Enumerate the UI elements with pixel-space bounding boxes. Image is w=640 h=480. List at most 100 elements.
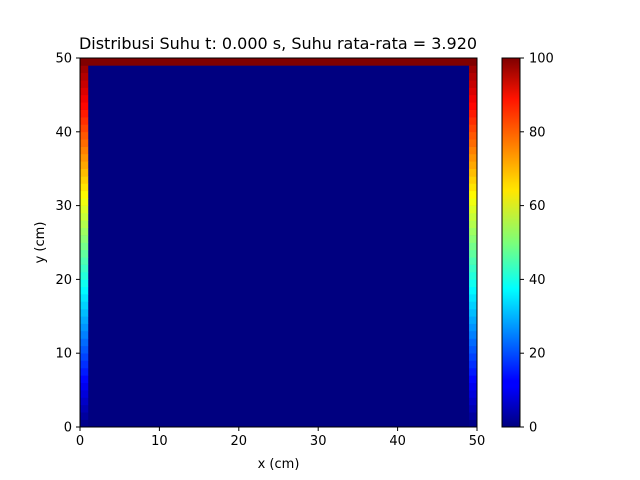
heatmap-cell-right-edge — [469, 249, 478, 258]
x-axis-label: x (cm) — [258, 457, 300, 472]
heatmap-cell-right-edge — [469, 139, 478, 147]
heatmap-cell-left-edge — [80, 323, 89, 332]
heatmap-cell-left-edge — [80, 367, 89, 376]
x-tick-label: 30 — [310, 434, 327, 449]
heatmap-cell-left-edge — [80, 117, 89, 125]
heatmap-cell-left-edge — [80, 272, 89, 280]
heatmap-cell-left-edge — [80, 183, 89, 192]
heatmap-cell-right-edge — [469, 227, 478, 236]
y-axis-label: y (cm) — [33, 222, 48, 264]
heatmap-cell-left-edge — [80, 412, 89, 420]
heatmap-cell-right-edge — [469, 353, 478, 361]
heatmap-cell-right-edge — [469, 80, 478, 88]
heatmap-cell-left-edge — [80, 168, 89, 177]
heatmap-cell-right-edge — [469, 212, 478, 221]
heatmap-cell-right-edge — [469, 190, 478, 199]
heatmap-cell-right-edge — [469, 382, 478, 391]
y-tick-label: 40 — [55, 125, 72, 140]
heatmap-cell-left-edge — [80, 257, 89, 265]
heatmap-cell-left-edge — [80, 87, 89, 96]
heatmap-cell-left-edge — [80, 404, 89, 413]
heatmap-cell-left-edge — [80, 124, 89, 133]
heatmap-cell-right-edge — [469, 161, 478, 169]
heatmap-cells — [80, 58, 478, 428]
heatmap-cell-right-edge — [469, 168, 478, 177]
heatmap-cell-left-edge — [80, 345, 89, 354]
plot-frame — [79, 57, 478, 428]
heatmap-cell-right-edge — [469, 109, 478, 118]
heatmap-cell-left-edge — [80, 235, 89, 243]
colorbar — [501, 57, 521, 428]
heatmap-cell-right-edge — [469, 117, 478, 125]
heatmap-cell-left-edge — [80, 353, 89, 361]
heatmap-cell-left-edge — [80, 419, 89, 428]
heatmap-cell-left-edge — [80, 249, 89, 258]
colorbar-tick-label: 60 — [529, 199, 546, 214]
x-tick-label: 50 — [469, 434, 486, 449]
heatmap-cell-left-edge — [80, 212, 89, 221]
y-axis-ticks: 0 10 20 30 40 50 — [55, 52, 80, 436]
heatmap-cell-left-edge — [80, 279, 89, 288]
heatmap-cell-right-edge — [469, 316, 478, 324]
heatmap-cell-left-edge — [80, 198, 89, 206]
heatmap-cell-left-edge — [80, 242, 89, 251]
y-tick-label: 20 — [55, 273, 72, 288]
colorbar-tick-label: 80 — [529, 125, 546, 140]
heatmap-cell-right-edge — [469, 323, 478, 332]
heatmap-cell-right-edge — [469, 198, 478, 206]
heatmap-cell-right-edge — [469, 331, 478, 339]
heatmap-cell-left-edge — [80, 80, 89, 88]
heatmap-cell-right-edge — [469, 131, 478, 140]
colorbar-tick-label: 20 — [529, 347, 546, 362]
y-tick-label: 50 — [55, 52, 72, 67]
heatmap-cell-left-edge — [80, 102, 89, 110]
heatmap-cell-left-edge — [80, 360, 89, 369]
heatmap-cell-right-edge — [469, 220, 478, 229]
heatmap-cell-right-edge — [469, 308, 478, 317]
heatmap-cell-right-edge — [469, 176, 478, 184]
heatmap-cell-right-edge — [469, 87, 478, 96]
heatmap-cell-right-edge — [469, 419, 478, 428]
heatmap-cell-right-edge — [469, 412, 478, 420]
heatmap-cell-left-edge — [80, 205, 89, 214]
heatmap-cell-left-edge — [80, 301, 89, 310]
colorbar-tick-label: 40 — [529, 273, 546, 288]
heatmap-cell-right-edge — [469, 338, 478, 347]
x-axis-ticks: 0 10 20 30 40 50 — [76, 427, 485, 449]
colorbar-tick-label: 100 — [529, 52, 554, 67]
heatmap-cell-left-edge — [80, 176, 89, 184]
heatmap-cell-left-edge — [80, 338, 89, 347]
heatmap-cell-left-edge — [80, 131, 89, 140]
heatmap-cell-right-edge — [469, 279, 478, 288]
heatmap-cell-right-edge — [469, 294, 478, 302]
heatmap-cell-right-edge — [469, 301, 478, 310]
heatmap-cell-left-edge — [80, 397, 89, 406]
heatmap-cell-left-edge — [80, 294, 89, 302]
heatmap-cell-left-edge — [80, 264, 89, 273]
heatmap-cell-right-edge — [469, 153, 478, 162]
heatmap-cell-right-edge — [469, 102, 478, 110]
heatmap-cell-left-edge — [80, 382, 89, 391]
x-tick-label: 10 — [151, 434, 168, 449]
heatmap-cell-right-edge — [469, 72, 478, 81]
heatmap-cell-right-edge — [469, 397, 478, 406]
heatmap-cell-right-edge — [469, 257, 478, 265]
x-tick-label: 40 — [389, 434, 406, 449]
heatmap-cell-left-edge — [80, 190, 89, 199]
x-tick-label: 0 — [76, 434, 84, 449]
heatmap-interior — [80, 58, 477, 427]
heatmap-top-edge — [80, 58, 477, 66]
heatmap-cell-right-edge — [469, 367, 478, 376]
heatmap-cell-left-edge — [80, 109, 89, 118]
heatmap-cell-left-edge — [80, 316, 89, 324]
heatmap-cell-right-edge — [469, 264, 478, 273]
heatmap-cell-right-edge — [469, 272, 478, 280]
heatmap-cell-right-edge — [469, 286, 478, 295]
y-tick-label: 10 — [55, 347, 72, 362]
heatmap-cell-left-edge — [80, 331, 89, 339]
heatmap-cell-right-edge — [469, 235, 478, 243]
heatmap-cell-right-edge — [469, 65, 478, 74]
heatmap-cell-left-edge — [80, 139, 89, 147]
heatmap-cell-right-edge — [469, 404, 478, 413]
